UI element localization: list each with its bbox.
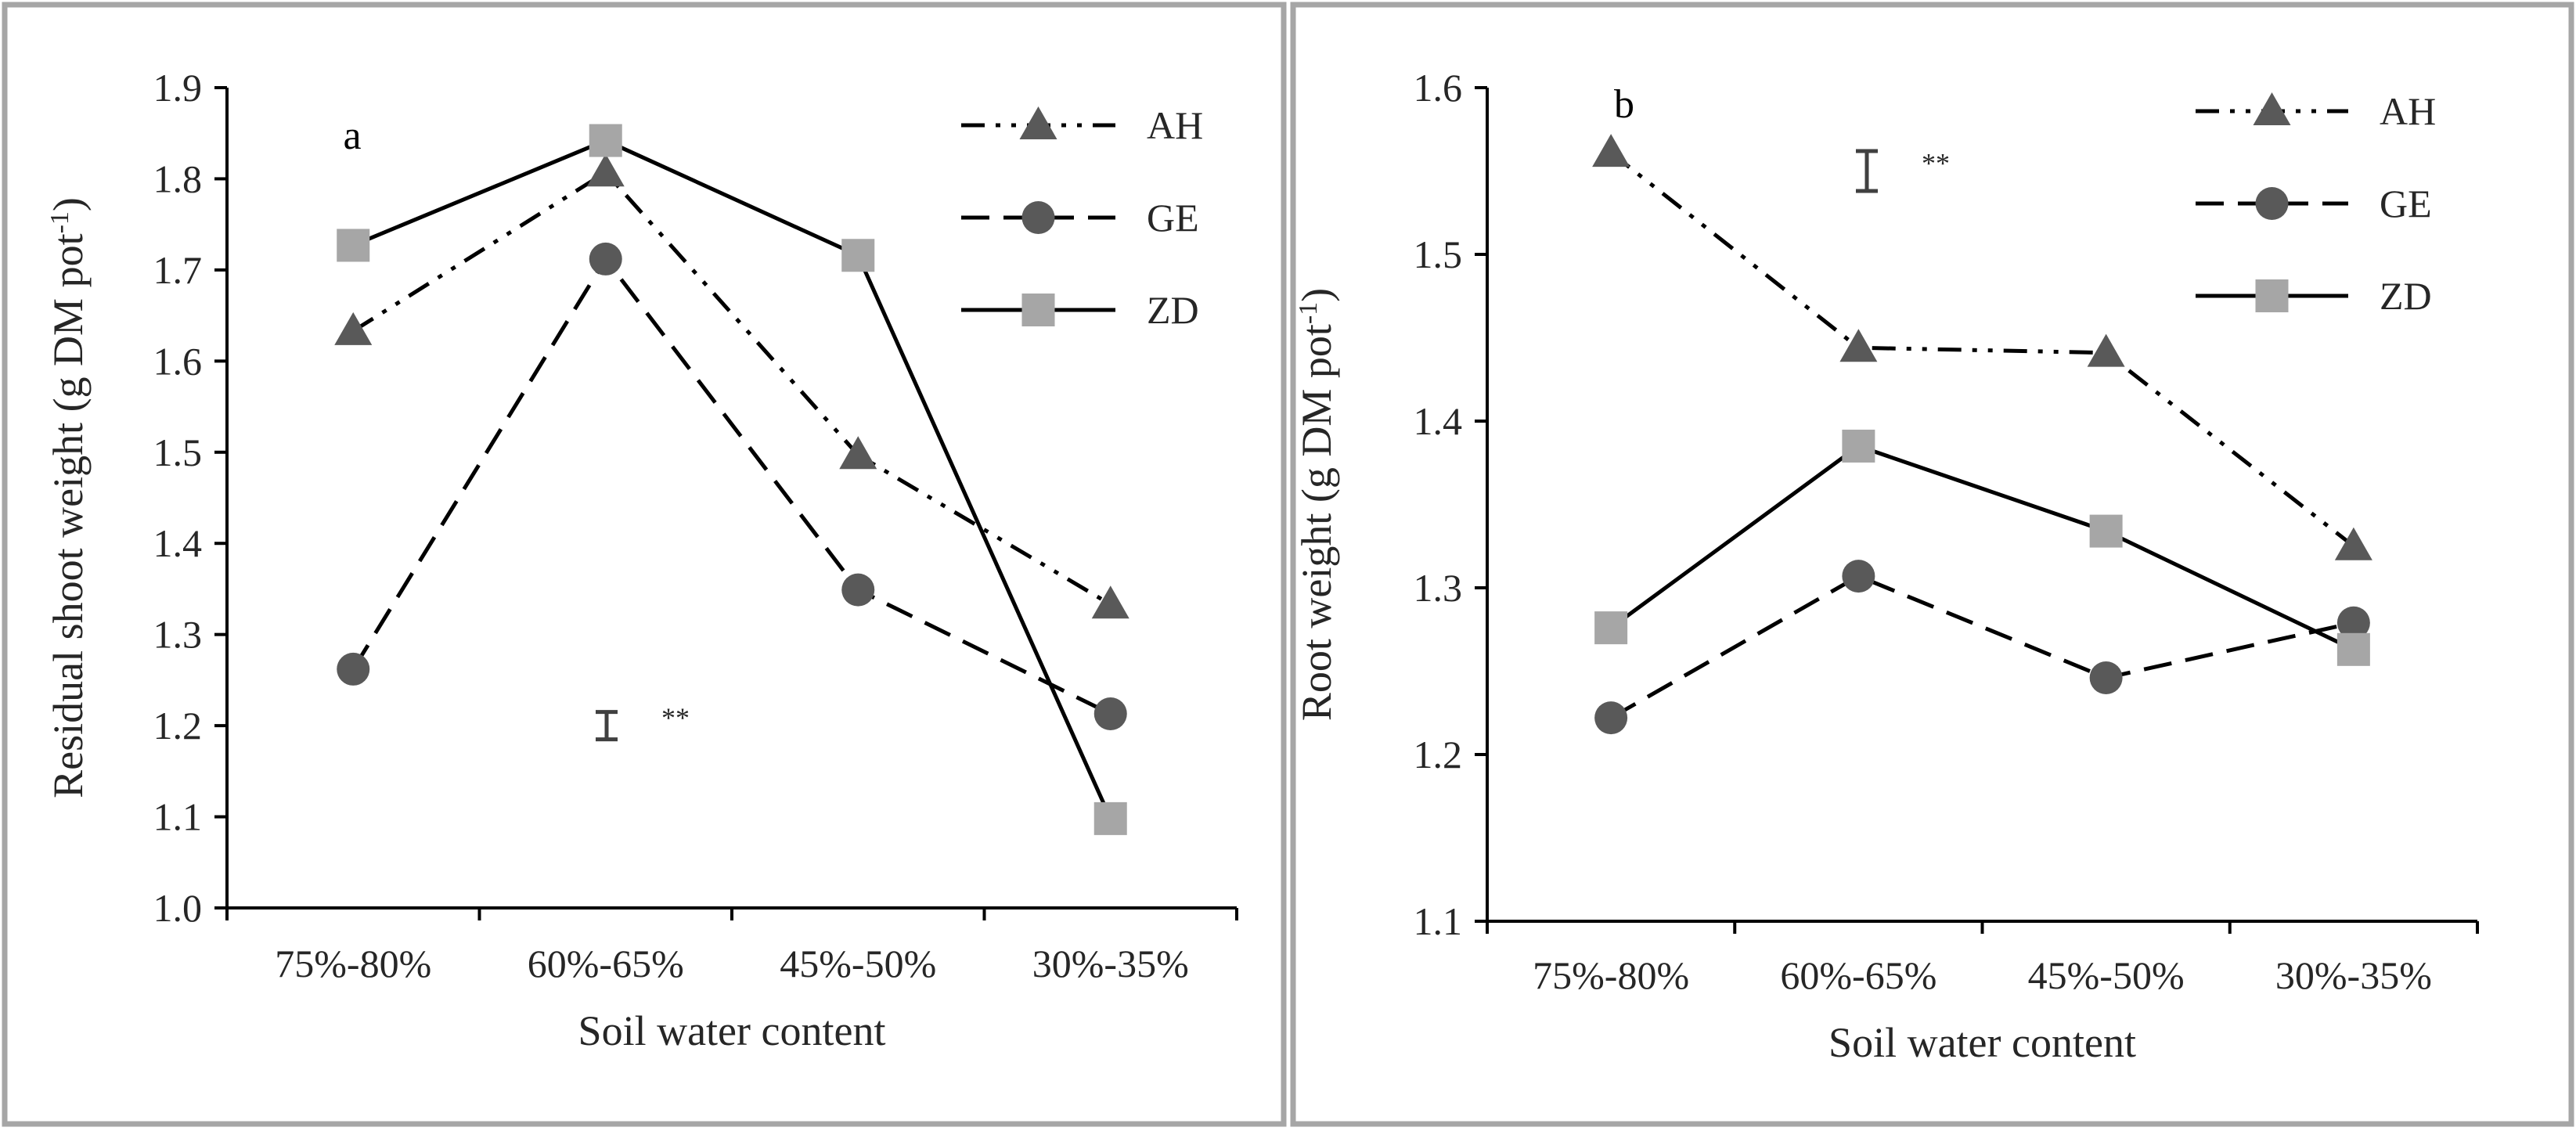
x-tick-label: 75%-80% — [275, 942, 431, 985]
data-point-ah — [2334, 527, 2372, 560]
data-point-ge — [2336, 606, 2370, 639]
x-tick-label: 75%-80% — [1533, 953, 1689, 997]
y-tick-label: 1.1 — [1414, 899, 1463, 943]
legend-marker-ah — [1019, 106, 1057, 139]
panel-b: 1.1 1.2 1.3 1.4 1.5 1.6 75%-80% 60%-65% 45%-50% 3… — [1293, 66, 2479, 1066]
y-tick-label: 1.3 — [1414, 566, 1463, 610]
y-axis-title: Residual shoot weight (g DM pot-1) — [45, 197, 92, 798]
data-point-ah — [839, 436, 877, 470]
data-point-ge — [589, 242, 622, 276]
legend-label-ah: AH — [2380, 89, 2436, 133]
legend-label-ge: GE — [1147, 196, 1199, 240]
significance-label: ** — [661, 702, 690, 733]
significance-error-bar — [1856, 149, 1878, 193]
data-point-ge — [2089, 661, 2123, 695]
x-tick-label: 45%-50% — [2028, 953, 2185, 997]
series-line-ge — [1609, 574, 2354, 720]
x-tick-label: 30%-35% — [1032, 942, 1189, 985]
y-tick-label: 1.8 — [153, 157, 203, 200]
data-point-zd — [337, 229, 370, 262]
legend-marker-zd — [1021, 294, 1055, 326]
legend-marker-zd — [2255, 279, 2289, 312]
panel-b-frame — [1290, 2, 2574, 1127]
data-point-ge — [1093, 697, 1127, 730]
data-point-ge — [1842, 560, 1875, 593]
y-tick-label: 1.2 — [1414, 733, 1463, 776]
panel-label: a — [343, 113, 361, 158]
data-point-ge — [337, 652, 370, 686]
data-point-ah — [334, 312, 373, 345]
data-point-ge — [841, 573, 875, 607]
y-tick-label: 1.9 — [153, 66, 203, 110]
data-point-ah — [1839, 329, 1878, 362]
panel-a: 1.0 1.1 1.2 1.3 1.4 1.5 1.6 1.7 1.8 1.9 75%-80% 60%… — [45, 66, 1238, 1054]
legend-label-ge: GE — [2380, 182, 2432, 225]
y-tick-label: 1.4 — [153, 521, 203, 565]
data-point-zd — [2336, 632, 2370, 666]
series-line-ah — [351, 170, 1112, 607]
data-point-zd — [1594, 611, 1628, 645]
x-tick-label: 60%-65% — [1780, 953, 1937, 997]
y-axis-title: Root weight (g DM pot-1) — [1293, 288, 1340, 721]
data-point-zd — [1093, 801, 1127, 835]
legend-marker-ge — [2255, 187, 2289, 220]
y-tick-label: 1.7 — [153, 248, 203, 292]
data-point-ah — [586, 153, 625, 187]
legend-label-ah: AH — [1147, 103, 1203, 147]
data-point-zd — [1842, 429, 1875, 463]
significance-error-bar — [596, 710, 618, 742]
legend-marker-ge — [1021, 201, 1055, 234]
panel-label: b — [1614, 82, 1634, 127]
data-point-ah — [1091, 585, 1129, 619]
y-tick-label: 1.2 — [153, 704, 203, 747]
y-tick-label: 1.5 — [153, 430, 203, 474]
y-tick-label: 1.0 — [153, 886, 203, 930]
series-line-ge — [351, 255, 1111, 716]
series-line-zd — [1609, 444, 2354, 652]
data-point-zd — [841, 239, 875, 272]
y-tick-label: 1.6 — [1414, 66, 1463, 110]
x-axis-title: Soil water content — [578, 1007, 886, 1054]
data-point-ge — [1594, 701, 1628, 735]
data-point-zd — [2089, 514, 2123, 548]
y-tick-label: 1.5 — [1414, 232, 1463, 276]
data-point-ah — [2087, 333, 2125, 367]
data-point-ah — [1592, 134, 1630, 167]
significance-label: ** — [1922, 148, 1950, 179]
y-tick-label: 1.3 — [153, 613, 203, 657]
x-axis-title: Soil water content — [1828, 1019, 2136, 1066]
legend-marker-ah — [2253, 92, 2291, 125]
y-tick-label: 1.4 — [1414, 399, 1463, 443]
x-tick-label: 45%-50% — [780, 942, 936, 985]
data-point-zd — [589, 124, 622, 157]
legend-label-zd: ZD — [2380, 274, 2432, 318]
y-tick-label: 1.6 — [153, 339, 203, 383]
legend-label-zd: ZD — [1147, 288, 1199, 332]
x-tick-label: 60%-65% — [528, 942, 684, 985]
y-tick-label: 1.1 — [153, 795, 203, 839]
series-line-zd — [352, 138, 1113, 819]
x-tick-label: 30%-35% — [2275, 953, 2432, 997]
panel-a-frame — [2, 2, 1287, 1127]
